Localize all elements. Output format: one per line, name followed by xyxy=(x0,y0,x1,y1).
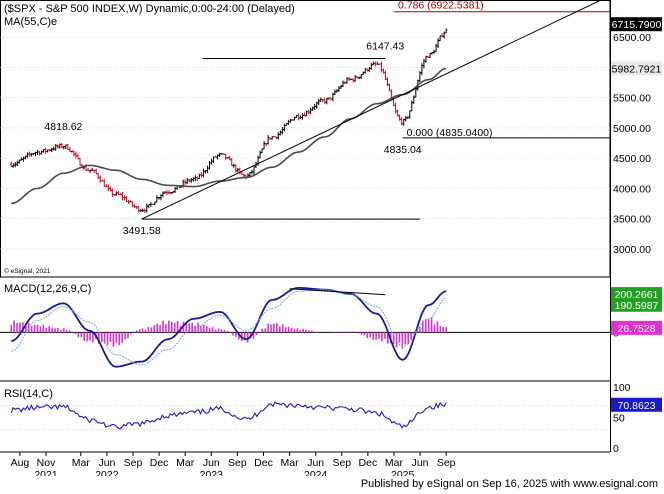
x-axis-month-label: Sep xyxy=(332,457,351,469)
rsi-tick-label: 100 xyxy=(613,382,631,394)
macd-value-tag-text: 190.5987 xyxy=(615,300,659,312)
x-axis-month-label: Sep xyxy=(228,457,247,469)
price-tick-label: 4500.00 xyxy=(613,153,651,165)
rsi-line xyxy=(10,401,447,430)
histogram-value-tag-bg xyxy=(611,320,662,335)
price-tick-label: 4000.00 xyxy=(613,183,651,195)
rsi-tick-label: 0 xyxy=(613,443,619,455)
panel-frames xyxy=(0,0,611,453)
axes: Aug Nov Mar Jun Sep Dec Mar Jun Sep Dec Mar Jun Sep D… xyxy=(11,452,456,481)
x-axis-month-label: Jun xyxy=(412,457,429,469)
ma-value-tag-text: 5982.7921 xyxy=(612,64,662,76)
signal-line xyxy=(11,289,447,366)
support-trendline xyxy=(141,0,603,220)
histogram-value-tag: 26.7528 xyxy=(611,320,662,335)
fibonacci-level-label: 0.786 (6922.5381) xyxy=(398,0,484,12)
swing-price-label: 4818.62 xyxy=(44,121,82,133)
x-axis-month-label: Nov xyxy=(37,457,56,469)
price-tick-label: 5000.00 xyxy=(613,123,651,135)
x-axis-month-label: Dec xyxy=(359,457,378,469)
x-axis-month-label: Jun xyxy=(98,457,115,469)
price-tick-label: 6500.00 xyxy=(613,32,651,44)
rsi-tick-label: 50 xyxy=(613,413,625,425)
last-price-tag: 6715.7900 xyxy=(611,17,662,32)
rsi-value-tag: 70.8623 xyxy=(611,397,662,412)
x-axis-month-label: Mar xyxy=(281,457,300,469)
x-axis-month-label: Mar xyxy=(385,457,404,469)
ma-label: MA(55,C)e xyxy=(4,16,57,28)
x-axis-month-label: Dec xyxy=(254,457,273,469)
swing-price-label: 4835.04 xyxy=(384,144,422,156)
x-axis-month-label: Jun xyxy=(307,457,324,469)
swing-price-label: 3491.58 xyxy=(123,225,161,237)
last-price-tag-text: 6715.7900 xyxy=(612,19,662,31)
price-tick-label: 3000.00 xyxy=(613,244,651,256)
swing-price-label: 6147.43 xyxy=(366,41,404,53)
signal-value-tag-bg xyxy=(611,287,662,302)
fibonacci-level-label: 0.000 (4835.0400) xyxy=(407,127,493,139)
rsi-value-tag-text: 70.8623 xyxy=(618,400,656,412)
macd-value-tag-bg xyxy=(611,297,662,312)
footer-bar xyxy=(0,476,664,494)
chart-title: ($SPX - S&P 500 INDEX,W) Dynamic,0:00-24… xyxy=(4,3,295,15)
macd-value-tag: 190.5987 xyxy=(611,297,662,312)
x-axis-month-label: Jun xyxy=(203,457,220,469)
x-axis-month-label: Sep xyxy=(124,457,143,469)
macd-title: MACD(12,26,9,C) xyxy=(4,283,91,295)
ma-line xyxy=(11,67,447,205)
x-axis-month-label: Dec xyxy=(150,457,169,469)
ma-value-tag: 5982.7921 xyxy=(611,61,662,76)
x-axis-month-label: Sep xyxy=(437,457,456,469)
price-panel: 3000.00 3500.00 4000.00 4500.00 5000.00 5500.… xyxy=(10,0,662,256)
footer-text: Published by eSignal on Sep 16, 2025 wit… xyxy=(360,478,658,490)
x-axis-month-label: Aug xyxy=(11,457,30,469)
rsi-panel: 0 50 100 70.8623 xyxy=(10,382,662,455)
last-price-tag-bg xyxy=(611,17,662,32)
rsi-value-tag-bg xyxy=(611,397,662,412)
price-tick-label: 5500.00 xyxy=(613,93,651,105)
rsi-title: RSI(14,C) xyxy=(4,388,53,400)
macd-divergence-line xyxy=(289,288,386,296)
histogram-value-tag-text: 26.7528 xyxy=(618,323,656,335)
copyright-label: © eSignal, 2021 xyxy=(4,267,51,275)
price-tick-label: 3500.00 xyxy=(613,214,651,226)
ma-value-tag-bg xyxy=(611,61,662,76)
x-axis-month-label: Mar xyxy=(176,457,195,469)
x-axis-month-label: Mar xyxy=(72,457,91,469)
